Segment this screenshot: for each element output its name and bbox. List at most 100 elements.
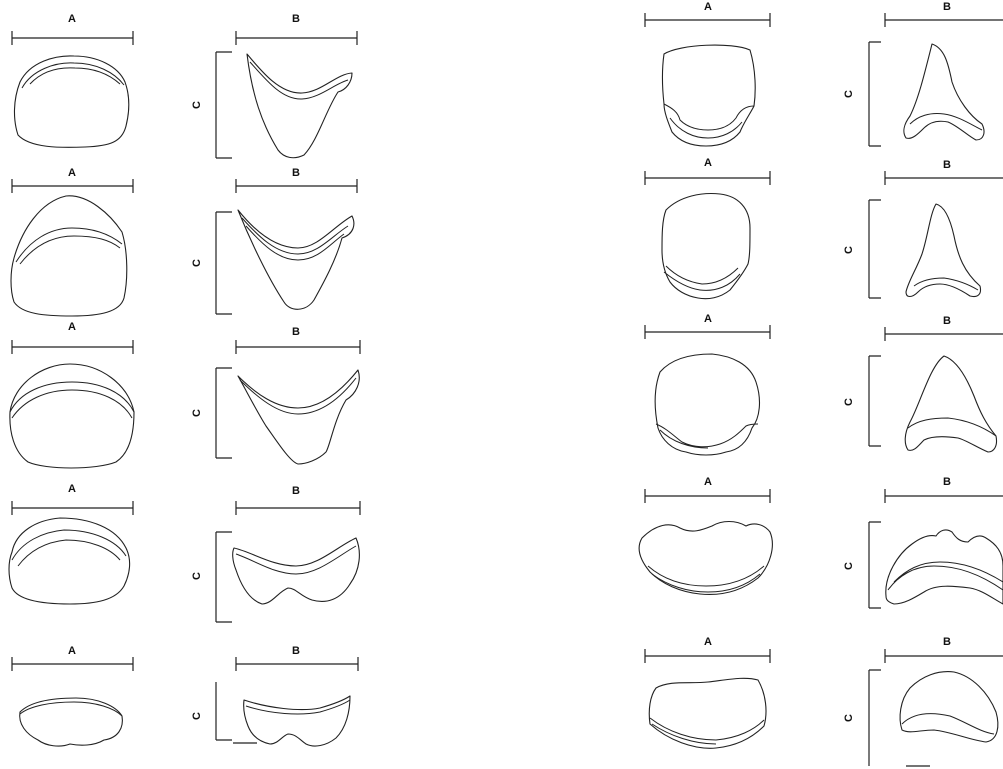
measure-bar-c [215, 367, 232, 459]
specimen-outline-b [903, 43, 985, 141]
specimen-outline-b [899, 671, 999, 743]
measure-bar-b [884, 13, 1003, 27]
measure-bar-b [235, 179, 358, 193]
specimen-ridge-b [235, 545, 357, 575]
label-c: C [191, 259, 203, 267]
label-c: C [191, 101, 203, 109]
label-c: C [843, 398, 855, 406]
measure-bar-c [868, 355, 881, 447]
measure-bar-a [11, 31, 134, 45]
specimen-ridge-a [663, 103, 755, 139]
specimen-outline-a [19, 697, 123, 747]
specimen-outline-b [243, 695, 351, 747]
specimen-ridge-b [913, 277, 979, 291]
specimen-ridge-b [241, 217, 349, 261]
label-b: B [943, 159, 951, 171]
measure-bar-b [235, 31, 358, 45]
specimen-outline-b [904, 355, 998, 453]
measure-bar-b [235, 657, 359, 671]
label-a: A [704, 636, 712, 648]
measure-bar-b [884, 489, 1003, 503]
label-a: A [704, 1, 712, 13]
label-a: A [704, 157, 712, 169]
measure-bar-c [868, 669, 881, 766]
specimen-outline-a [10, 195, 128, 317]
specimen-outline-a [661, 192, 751, 300]
label-b: B [292, 645, 300, 657]
specimen-ridge-a [19, 701, 123, 717]
label-c: C [191, 409, 203, 417]
specimen-ridge-b [887, 561, 1003, 591]
specimen-right-1: A B C [644, 1, 1003, 147]
specimen-outline-b [237, 369, 360, 465]
measure-bar-c [868, 521, 881, 609]
specimen-outline-a [13, 55, 130, 148]
specimen-ridge-b [239, 377, 357, 415]
measure-bar-b [235, 340, 361, 354]
specimen-right-2: A B C [644, 157, 1003, 300]
label-c: C [843, 246, 855, 254]
specimen-ridge-a [21, 62, 125, 89]
specimen-ridge-b [909, 113, 983, 131]
specimen-outline-a [638, 520, 773, 596]
specimen-ridge-a [655, 423, 759, 449]
specimen-ridge-b [907, 417, 997, 437]
specimen-ridge-a [663, 265, 741, 291]
measure-bar-a [11, 179, 134, 193]
specimen-ridge-a [9, 381, 135, 419]
label-c: C [843, 714, 855, 722]
specimen-ridge-a [11, 529, 127, 567]
label-b: B [292, 485, 300, 497]
measure-bar-a [644, 649, 771, 663]
specimen-right-5: A B C [644, 636, 1003, 767]
measure-bar-c [215, 682, 232, 741]
label-a: A [68, 13, 76, 25]
specimen-ridge-b [249, 61, 349, 100]
specimen-left-2: A B C [10, 167, 358, 317]
specimen-left-5: A B C [11, 645, 359, 747]
label-b: B [292, 13, 300, 25]
measure-bar-c [215, 531, 232, 623]
label-c: C [843, 90, 855, 98]
specimen-outline-a [9, 363, 135, 469]
label-a: A [704, 313, 712, 325]
measure-bar-a [644, 13, 771, 27]
measure-bar-a [644, 325, 771, 339]
label-b: B [292, 167, 300, 179]
specimen-left-1: A B C [11, 13, 358, 159]
measure-bar-a [11, 340, 134, 354]
specimen-outline-b [232, 537, 360, 605]
specimen-outline-a [648, 677, 767, 749]
specimen-ridge-a [15, 227, 123, 265]
specimen-outline-a [654, 353, 761, 456]
label-c: C [191, 572, 203, 580]
label-c: C [843, 562, 855, 570]
specimen-outline-a [8, 517, 131, 605]
label-b: B [292, 326, 300, 338]
specimen-right-3: A B C [644, 313, 1003, 456]
measure-bar-c [215, 51, 232, 159]
measure-bar-c [868, 199, 881, 299]
label-a: A [68, 167, 76, 179]
measure-bar-a [644, 171, 771, 185]
specimen-outline-b [246, 53, 353, 159]
measure-bar-a [11, 657, 134, 671]
label-a: A [68, 483, 76, 495]
specimen-ridge-a [647, 565, 765, 593]
measure-bar-b [884, 649, 1003, 663]
label-b: B [943, 315, 951, 327]
label-a: A [68, 321, 76, 333]
specimen-ridge-a [649, 717, 765, 745]
specimen-ridge-b [245, 699, 351, 715]
measure-bar-c [868, 41, 881, 147]
specimen-left-3: A B C [9, 321, 361, 469]
measure-bar-a [644, 489, 771, 503]
specimen-left-4: A B C [8, 483, 361, 623]
measure-bar-b [235, 501, 361, 515]
measure-bar-a [11, 501, 134, 515]
measure-bar-c [215, 211, 232, 315]
specimen-ridge-b [901, 713, 995, 735]
label-b: B [943, 1, 951, 13]
label-a: A [704, 476, 712, 488]
